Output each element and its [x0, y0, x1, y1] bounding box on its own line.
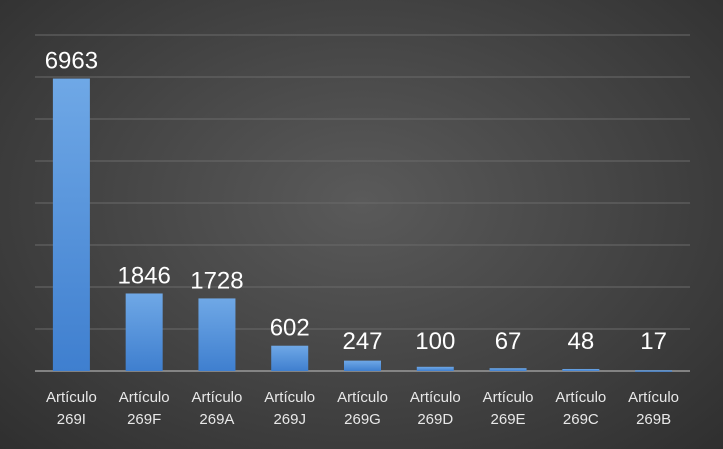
category-tick-label: 269J — [273, 411, 306, 428]
data-label: 6963 — [45, 48, 98, 75]
bar — [416, 366, 454, 371]
data-label: 100 — [415, 328, 455, 355]
bar — [125, 293, 163, 371]
data-label: 67 — [495, 328, 522, 355]
category-tick-label: 269F — [127, 411, 161, 428]
category-tick-label: Artículo — [119, 389, 170, 406]
category-tick-label: Artículo — [555, 389, 606, 406]
category-tick-label: 269A — [199, 411, 234, 428]
category-labels: Artículo 269I Artículo 269F Artículo 269A Artí… — [46, 389, 679, 428]
data-label: 1728 — [190, 267, 243, 294]
category-tick-label: Artículo — [264, 389, 315, 406]
bar — [344, 360, 381, 371]
bars — [52, 78, 673, 372]
bar — [52, 78, 90, 371]
category-tick-label: 269C — [563, 411, 599, 428]
data-label: 1846 — [117, 262, 170, 289]
data-label: 602 — [270, 315, 310, 342]
bar — [198, 298, 236, 371]
bar — [635, 370, 673, 372]
category-tick-label: 269D — [417, 411, 453, 428]
category-tick-label: Artículo — [46, 389, 97, 406]
category-tick-label: Artículo — [410, 389, 461, 406]
category-tick-label: Artículo — [192, 389, 243, 406]
bar — [489, 368, 527, 371]
category-tick-label: Artículo — [337, 389, 388, 406]
data-label: 48 — [567, 328, 594, 355]
category-tick-label: Artículo — [628, 389, 679, 406]
category-tick-label: 269I — [57, 411, 86, 428]
category-tick-label: Artículo — [483, 389, 534, 406]
data-label: 17 — [640, 328, 667, 355]
bar — [271, 345, 309, 371]
bar — [562, 368, 600, 371]
data-label: 247 — [342, 328, 382, 355]
category-tick-label: 269E — [491, 411, 526, 428]
category-tick-label: 269B — [636, 411, 671, 428]
data-labels: 6963 1846 1728 602 247 100 67 48 17 — [45, 48, 667, 355]
category-tick-label: 269G — [344, 411, 381, 428]
